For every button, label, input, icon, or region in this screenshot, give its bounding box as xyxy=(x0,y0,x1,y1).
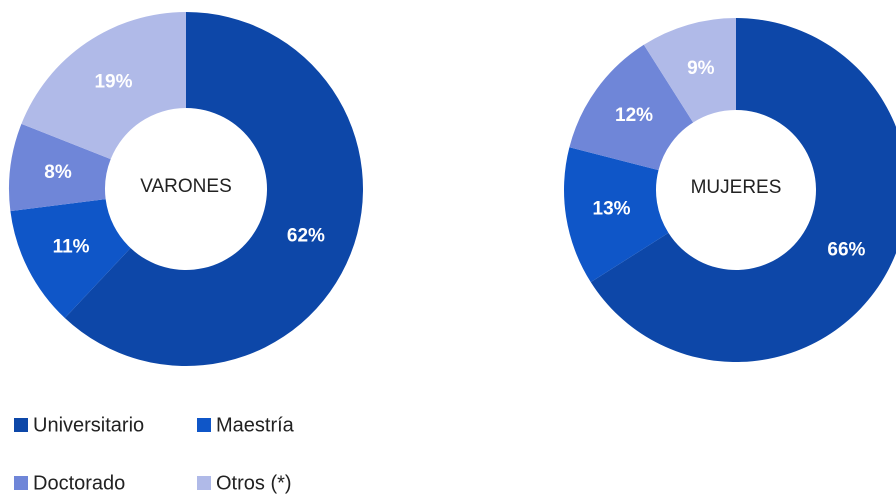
slice xyxy=(21,12,186,160)
slice xyxy=(590,18,896,362)
slice xyxy=(10,199,131,319)
slice xyxy=(569,44,694,171)
slice xyxy=(64,12,364,366)
slice-label: 66% xyxy=(827,240,865,261)
center-label: VARONES xyxy=(140,176,232,197)
slice-label: 13% xyxy=(593,199,631,220)
legend-label: Maestría xyxy=(216,414,295,436)
legend-swatch xyxy=(197,476,211,490)
slice xyxy=(564,147,669,283)
legend-swatch xyxy=(14,418,28,432)
slice-label: 8% xyxy=(44,162,72,183)
legend-label: Universitario xyxy=(33,414,144,436)
legend-swatch xyxy=(197,418,211,432)
legend-label: Doctorado xyxy=(33,472,125,494)
legend-swatch xyxy=(14,476,28,490)
slice xyxy=(643,18,736,123)
slice-label: 9% xyxy=(687,58,715,79)
slice-label: 12% xyxy=(615,105,653,126)
slice xyxy=(9,123,111,212)
legend-label: Otros (*) xyxy=(216,472,292,494)
slice-label: 19% xyxy=(94,71,132,92)
slice-label: 11% xyxy=(53,237,90,258)
center-label: MUJERES xyxy=(691,177,782,198)
slice-label: 62% xyxy=(287,226,325,247)
